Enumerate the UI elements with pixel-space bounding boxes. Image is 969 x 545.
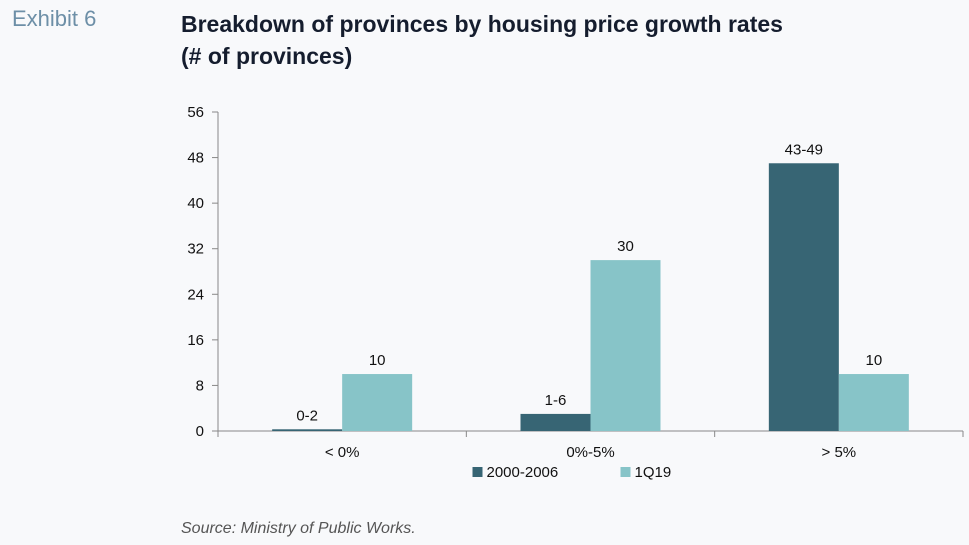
legend-swatch <box>620 467 631 477</box>
exhibit-label: Exhibit 6 <box>12 6 97 31</box>
y-tick-label: 40 <box>187 195 204 212</box>
y-tick-label: 0 <box>196 423 204 440</box>
data-label: 1-6 <box>545 392 567 409</box>
legend-swatch <box>472 467 483 477</box>
chart-title-line-1: Breakdown of provinces by housing price … <box>181 11 783 37</box>
y-tick-label: 32 <box>187 241 204 258</box>
bar-2000-2006 <box>768 163 839 431</box>
y-tick-label: 48 <box>187 150 204 167</box>
y-tick-label: 24 <box>187 286 204 303</box>
data-label: 10 <box>865 352 882 369</box>
y-tick-label: 8 <box>196 377 204 394</box>
bar-2000-2006 <box>520 413 591 431</box>
data-label: 10 <box>369 352 386 369</box>
bar-1q19 <box>838 374 909 431</box>
source-note: Source: Ministry of Public Works. <box>181 520 416 537</box>
data-label: 30 <box>617 238 634 255</box>
x-category-label: < 0% <box>325 444 360 461</box>
bar-1q19 <box>590 260 661 431</box>
bar-2000-2006 <box>272 429 343 431</box>
chart-title: Breakdown of provinces by housing price … <box>181 8 783 72</box>
data-label: 0-2 <box>296 407 318 424</box>
x-category-label: 0%-5% <box>566 444 614 461</box>
y-tick-label: 16 <box>187 332 204 349</box>
x-category-label: > 5% <box>822 444 857 461</box>
chart-title-line-2: (# of provinces) <box>181 43 353 69</box>
data-label: 43-49 <box>785 141 823 158</box>
legend-label: 2000-2006 <box>487 464 559 481</box>
legend-label: 1Q19 <box>635 464 672 481</box>
y-tick-label: 56 <box>187 104 204 121</box>
bar-1q19 <box>342 374 413 431</box>
